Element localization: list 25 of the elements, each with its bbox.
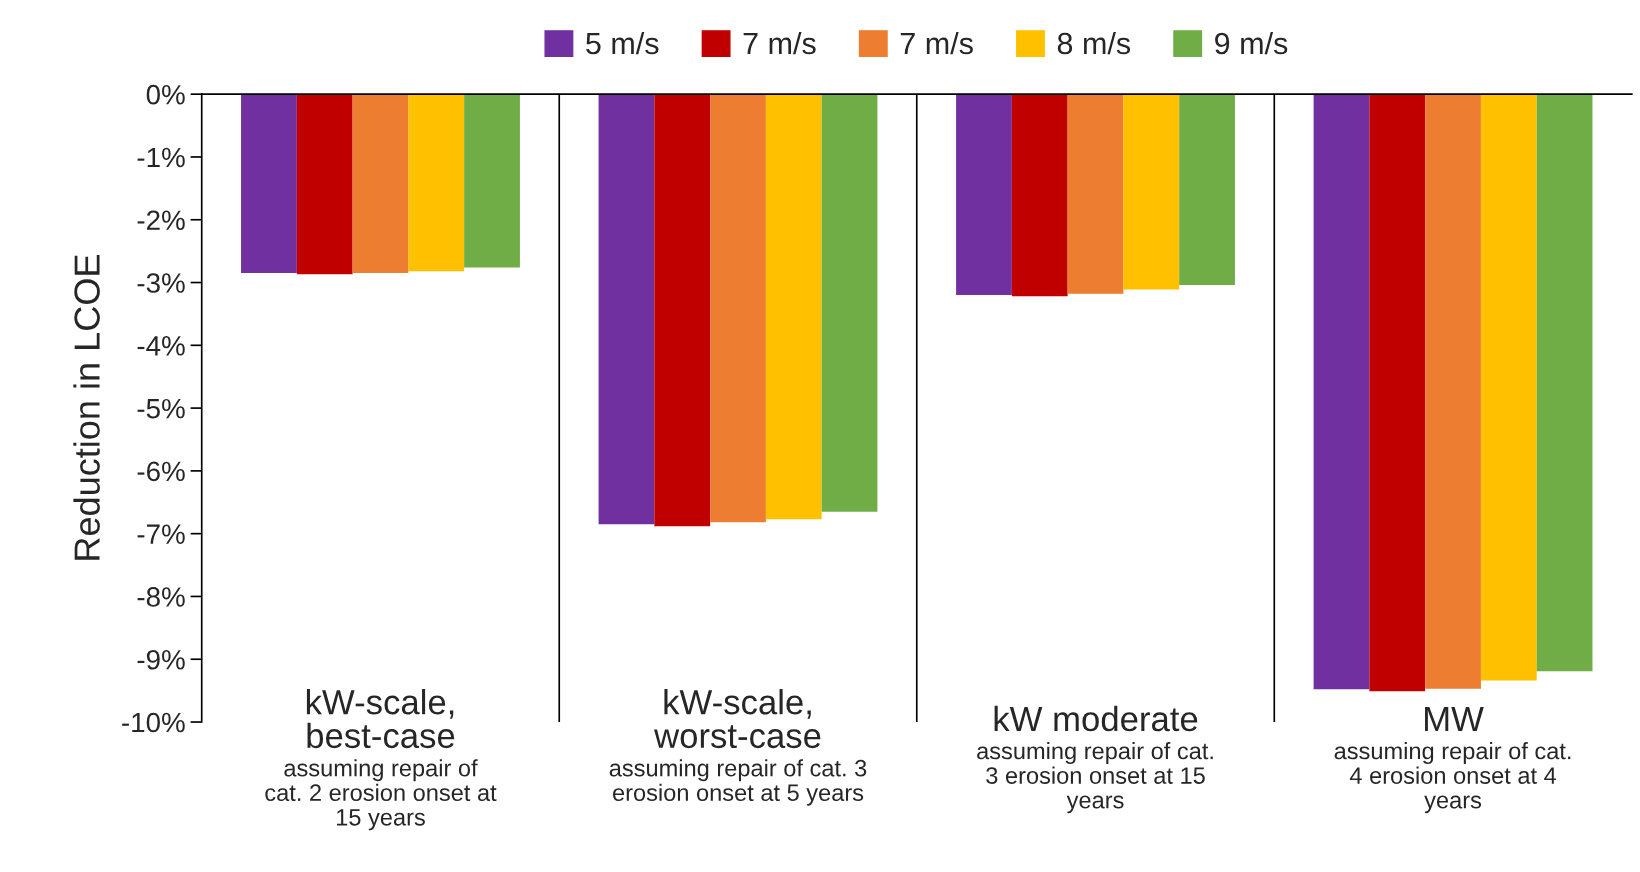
text: assuming repair of cat. 3 erosion onset at 15 years xyxy=(977,742,1213,814)
y-tick-label: -3% xyxy=(137,273,185,293)
y-tick-label: -2% xyxy=(137,210,185,230)
x-tick-label: kW-scale, worst-case xyxy=(654,689,821,749)
y-tick-label: -9% xyxy=(137,649,185,670)
y-tick-label: -10% xyxy=(122,712,185,733)
y-tick-label: -5% xyxy=(137,398,185,419)
y-tick-label: -6% xyxy=(137,461,185,482)
text: assuming repair of cat. 4 erosion onset at 4 years xyxy=(1334,742,1571,814)
x-tick-label: kW moderate xyxy=(994,705,1198,732)
x-tick-label: kW-scale, best-case xyxy=(306,689,455,749)
text: assuming repair of cat. 3 erosion onset at 5 years xyxy=(609,759,867,806)
y-tick-label: -1% xyxy=(137,147,185,168)
y-axis-title: Reduction in LCOE xyxy=(73,255,100,560)
legend-label: 7 m/s xyxy=(900,31,973,55)
legend-label: 7 m/s xyxy=(743,31,816,55)
y-tick-label: -4% xyxy=(137,336,185,356)
x-tick-label: MW xyxy=(1425,707,1484,731)
y-tick-label: -8% xyxy=(137,587,185,607)
legend-label: 9 m/s xyxy=(1215,31,1288,55)
legend-label: 5 m/s xyxy=(586,31,659,55)
legend-label: 8 m/s xyxy=(1057,31,1131,55)
text: assuming repair of cat. 2 erosion onset at 15 years xyxy=(265,759,497,831)
y-tick-label: 0% xyxy=(146,84,185,105)
y-tick-label: -7% xyxy=(137,524,185,544)
